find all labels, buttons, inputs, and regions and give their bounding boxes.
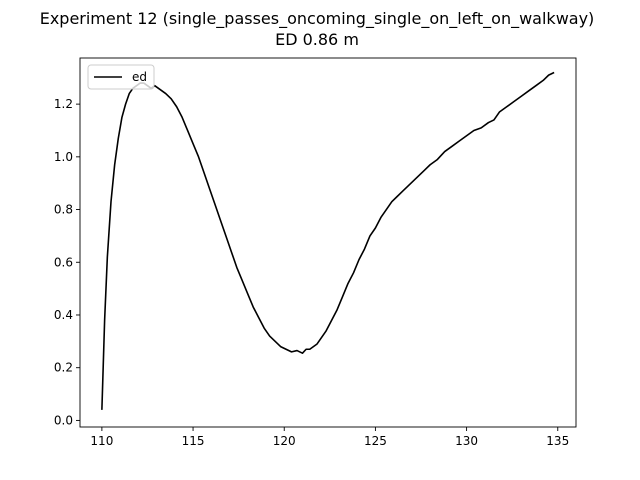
y-tick-label: 0.0	[54, 413, 73, 427]
chart-title: Experiment 12 (single_passes_oncoming_si…	[40, 9, 595, 29]
x-tick-label: 135	[546, 434, 569, 448]
x-tick-label: 130	[455, 434, 478, 448]
y-tick-label: 0.2	[54, 361, 73, 375]
x-tick-label: 115	[182, 434, 205, 448]
y-tick-label: 0.4	[54, 308, 73, 322]
x-tick-label: 120	[273, 434, 296, 448]
y-tick-label: 0.8	[54, 203, 73, 217]
x-tick-label: 125	[364, 434, 387, 448]
y-tick-label: 0.6	[54, 255, 73, 269]
chart-subtitle: ED 0.86 m	[275, 30, 359, 49]
y-tick-label: 1.0	[54, 150, 73, 164]
series-line-ed	[101, 71, 555, 410]
y-tick-label: 1.2	[54, 97, 73, 111]
plot-frame	[79, 57, 577, 428]
x-tick-label: 110	[90, 434, 113, 448]
legend-label: ed	[132, 70, 147, 84]
